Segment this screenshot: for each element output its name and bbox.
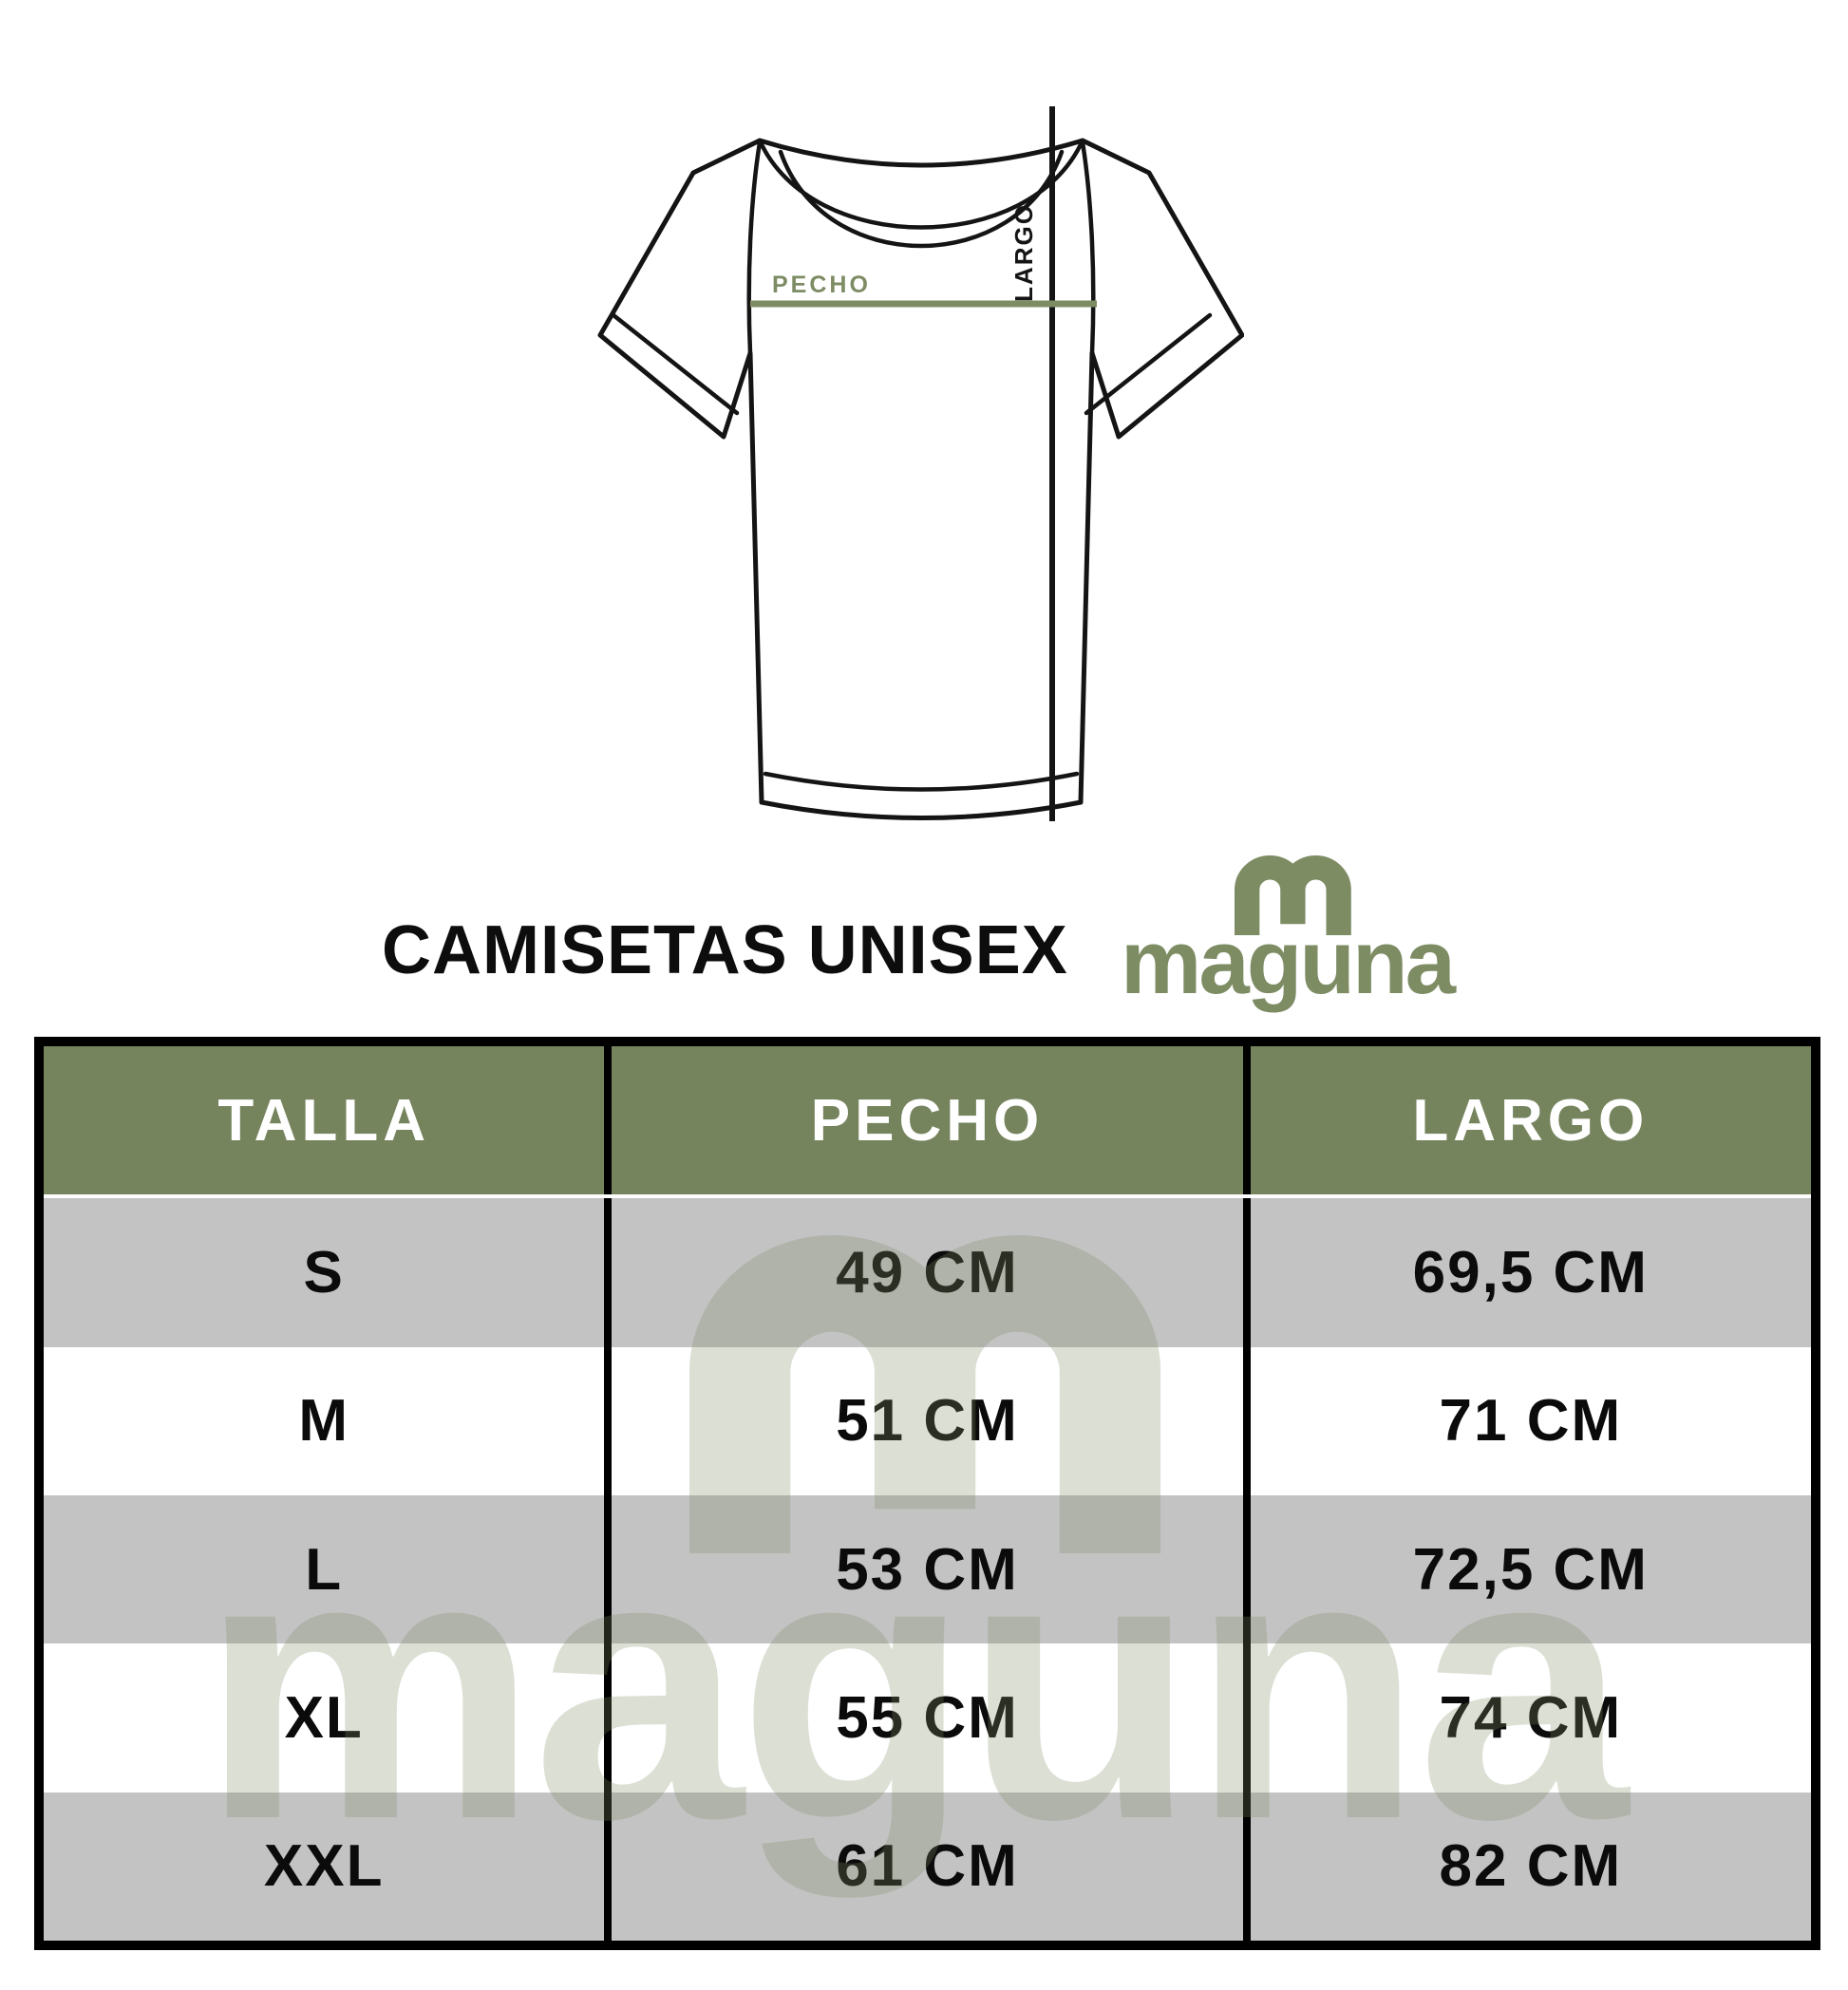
chest-measure-label: PECHO [772, 272, 871, 298]
table-header-row: TALLA PECHO LARGO [44, 1046, 1811, 1199]
page-title: CAMISETAS UNISEX [382, 912, 1068, 988]
collar-back-line [757, 138, 1085, 168]
hem-line [763, 771, 1080, 792]
length-value: 74 CM [1242, 1643, 1811, 1793]
chest-value: 55 CM [604, 1643, 1242, 1793]
size-table: TALLA PECHO LARGO S 49 CM 69,5 CM M 51 C… [34, 1037, 1820, 1950]
length-value: 82 CM [1242, 1792, 1811, 1941]
tshirt-outline-shape [597, 138, 1244, 820]
right-sleeve-seam [1080, 140, 1096, 356]
table-row-m: M 51 CM 71 CM [44, 1346, 1811, 1495]
tshirt-diagram: PECHO LARGO [597, 106, 1244, 821]
left-cuff-line [611, 312, 740, 416]
chest-value: 51 CM [604, 1346, 1242, 1495]
length-value: 69,5 CM [1242, 1198, 1811, 1347]
column-header-pecho: PECHO [604, 1046, 1242, 1195]
table-row-s: S 49 CM 69,5 CM [44, 1198, 1811, 1347]
brand-wordmark: maguna [1121, 911, 1456, 1013]
right-cuff-line [1084, 312, 1213, 416]
maguna-m-icon [1235, 855, 1351, 935]
chest-value: 53 CM [604, 1494, 1242, 1644]
length-value: 72,5 CM [1242, 1494, 1811, 1644]
size-value: M [298, 1388, 350, 1455]
chest-value: 61 CM [604, 1792, 1242, 1941]
size-value: XL [284, 1684, 364, 1751]
size-value: S [303, 1239, 345, 1305]
column-header-talla: TALLA [217, 1087, 430, 1154]
length-value: 71 CM [1242, 1346, 1811, 1495]
size-value: L [305, 1536, 344, 1603]
chest-value: 49 CM [604, 1198, 1242, 1347]
size-value: XXL [263, 1833, 385, 1900]
collar-band-inner-line [778, 149, 1065, 249]
column-header-largo: LARGO [1242, 1046, 1811, 1195]
table-row-xl: XL 55 CM 74 CM [44, 1643, 1811, 1793]
table-row-l: L 53 CM 72,5 CM [44, 1494, 1811, 1644]
left-sleeve-seam [746, 140, 763, 356]
length-measure-label: LARGO [1009, 203, 1038, 302]
table-row-xxl: XXL 61 CM 82 CM [44, 1792, 1811, 1941]
